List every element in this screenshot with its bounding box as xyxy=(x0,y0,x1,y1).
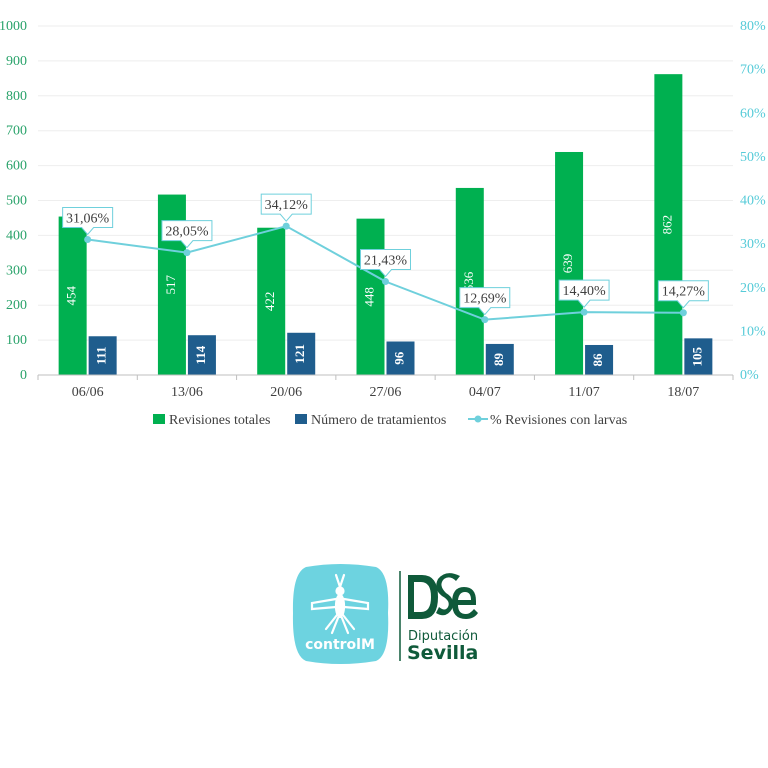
y-tick-label: 800 xyxy=(6,89,27,104)
bars xyxy=(58,74,713,376)
legend-label: Revisiones totales xyxy=(169,413,271,428)
bar-data-label: 105 xyxy=(689,346,704,366)
line-label-callout xyxy=(657,280,709,309)
x-tick-label: 18/07 xyxy=(667,385,699,400)
line-label-callout xyxy=(161,220,213,249)
logos: controlM Diputación Sevilla xyxy=(290,563,490,668)
mosquito-icon xyxy=(310,573,370,635)
y2-tick-label: 80% xyxy=(740,19,766,34)
bar-data-label: 111 xyxy=(94,347,109,365)
y-tick-label: 500 xyxy=(6,194,27,209)
line-point xyxy=(481,316,489,324)
bar-revisiones xyxy=(356,218,385,375)
legend-swatch xyxy=(295,414,307,424)
bar-data-label: 114 xyxy=(193,345,208,364)
bar-revisiones xyxy=(455,187,484,375)
x-axis: 06/06 13/06 20/06 27/06 04/07 11/07 18/07 xyxy=(37,374,734,400)
y2-tick-label: 10% xyxy=(740,324,766,339)
x-tick-label: 06/06 xyxy=(72,385,104,400)
y-tick-label: 600 xyxy=(6,159,27,174)
y2-tick-label: 50% xyxy=(740,150,766,165)
line-point xyxy=(282,222,290,230)
sevilla-text: Sevilla xyxy=(407,642,478,664)
legend-label: % Revisiones con larvas xyxy=(490,413,627,428)
percentage-line: 31,06% 28,05% 34,12% 21,43% 12,69% 14,40% 14,2… xyxy=(62,193,709,324)
bar-data-label: 536 xyxy=(461,271,476,291)
y-tick-label: 1000 xyxy=(0,19,27,34)
y-tick-label: 0 xyxy=(20,368,27,383)
legend-swatch xyxy=(153,414,165,424)
line-data-label: 14,27% xyxy=(662,285,706,300)
legend-label: Número de tratamientos xyxy=(311,413,446,428)
bar-revisiones xyxy=(555,151,584,375)
bar-data-label: 121 xyxy=(292,344,307,364)
bar-tratamientos xyxy=(684,338,713,375)
y-axis-left: 0 100 200 300 400 500 600 700 800 900 1000 xyxy=(0,19,27,383)
bar-tratamientos xyxy=(187,335,216,375)
bar-tratamientos xyxy=(485,343,514,375)
line-point xyxy=(84,236,92,244)
line-point xyxy=(580,308,588,316)
x-tick-label: 20/06 xyxy=(270,385,302,400)
y-tick-label: 900 xyxy=(6,54,27,69)
line-point xyxy=(183,249,191,257)
bar-tratamientos xyxy=(287,332,316,375)
bar-tratamientos xyxy=(88,336,117,375)
y-axis-right: 0% 10% 20% 30% 40% 50% 60% 70% 80% xyxy=(740,19,766,383)
x-tick-label: 13/06 xyxy=(171,385,203,400)
combo-chart: 0 100 200 300 400 500 600 700 800 900 1000 0% 10% 20… xyxy=(0,19,766,428)
line-label-callout xyxy=(459,287,511,316)
bar-revisiones xyxy=(58,216,87,375)
bar-revisiones xyxy=(654,74,683,376)
x-tick-label: 04/07 xyxy=(469,385,501,400)
bar-data-label: 639 xyxy=(560,254,575,274)
y2-tick-label: 40% xyxy=(740,194,766,209)
y-tick-label: 400 xyxy=(6,228,27,243)
diputacion-sevilla-logo: Diputación Sevilla xyxy=(407,573,478,664)
bar-data-label: 89 xyxy=(491,352,506,366)
bar-data-label: 517 xyxy=(163,275,178,295)
bar-data-labels: 454 111 517 114 422 121 448 96 536 89 639 86 862 105 xyxy=(64,215,705,367)
y2-tick-label: 60% xyxy=(740,106,766,121)
controlm-logo: controlM xyxy=(292,564,389,664)
line-data-label: 31,06% xyxy=(66,212,110,227)
line-data-label: 21,43% xyxy=(364,254,408,269)
diputacion-text: Diputación xyxy=(408,629,478,644)
line-label-callout xyxy=(260,193,312,222)
x-tick-label: 27/06 xyxy=(370,385,402,400)
legend: Revisiones totales Número de tratamientos… xyxy=(153,413,627,428)
gridlines xyxy=(38,25,733,341)
bar-tratamientos xyxy=(386,341,415,375)
y-tick-label: 700 xyxy=(6,124,27,139)
y-tick-label: 200 xyxy=(6,298,27,313)
line-label-callout xyxy=(558,279,610,308)
controlm-wordmark: controlM xyxy=(305,637,375,653)
dse-mark xyxy=(408,573,478,619)
y-tick-label: 300 xyxy=(6,263,27,278)
bar-data-label: 86 xyxy=(590,353,605,367)
y2-tick-label: 30% xyxy=(740,237,766,252)
bar-revisiones xyxy=(257,227,286,375)
y2-tick-label: 20% xyxy=(740,281,766,296)
line-label-callout xyxy=(62,207,114,236)
y2-tick-label: 70% xyxy=(740,63,766,78)
line-data-label: 14,40% xyxy=(562,284,606,299)
legend-swatch-marker xyxy=(474,415,482,423)
line-data-label: 34,12% xyxy=(265,198,309,213)
bar-data-label: 862 xyxy=(659,215,674,235)
bar-tratamientos xyxy=(585,344,614,375)
bar-data-label: 422 xyxy=(262,292,277,312)
x-tick-label: 11/07 xyxy=(568,385,599,400)
bar-data-label: 448 xyxy=(361,287,376,307)
line-point xyxy=(382,278,389,286)
y-tick-label: 100 xyxy=(6,333,27,348)
line-data-label: 28,05% xyxy=(165,225,209,240)
line-data-label: 12,69% xyxy=(463,292,507,307)
y2-tick-label: 0% xyxy=(740,368,759,383)
bar-data-label: 454 xyxy=(64,286,79,306)
line-point xyxy=(679,309,687,317)
bar-data-label: 96 xyxy=(391,351,406,365)
line-label-callout xyxy=(360,249,411,278)
